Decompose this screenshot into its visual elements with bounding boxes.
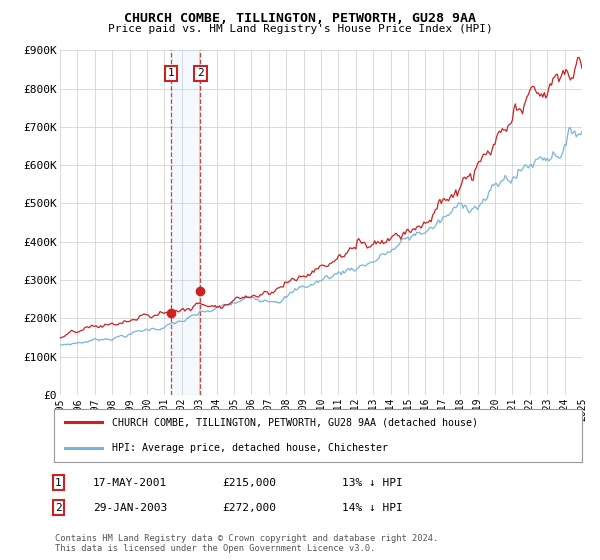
Text: CHURCH COMBE, TILLINGTON, PETWORTH, GU28 9AA (detached house): CHURCH COMBE, TILLINGTON, PETWORTH, GU28… [112,417,478,427]
Text: 2: 2 [55,503,62,513]
Text: Price paid vs. HM Land Registry's House Price Index (HPI): Price paid vs. HM Land Registry's House … [107,24,493,34]
Text: 2: 2 [197,68,204,78]
Text: 1: 1 [55,478,62,488]
Text: 1: 1 [167,68,174,78]
Bar [171,50,200,395]
Text: £272,000: £272,000 [222,503,276,513]
Text: 29-JAN-2003: 29-JAN-2003 [93,503,167,513]
Text: 14% ↓ HPI: 14% ↓ HPI [342,503,403,513]
Text: £215,000: £215,000 [222,478,276,488]
Text: Contains HM Land Registry data © Crown copyright and database right 2024.
This d: Contains HM Land Registry data © Crown c… [55,534,439,553]
Text: 13% ↓ HPI: 13% ↓ HPI [342,478,403,488]
Text: CHURCH COMBE, TILLINGTON, PETWORTH, GU28 9AA: CHURCH COMBE, TILLINGTON, PETWORTH, GU28… [124,12,476,25]
Text: HPI: Average price, detached house, Chichester: HPI: Average price, detached house, Chic… [112,442,388,452]
Text: 17-MAY-2001: 17-MAY-2001 [93,478,167,488]
